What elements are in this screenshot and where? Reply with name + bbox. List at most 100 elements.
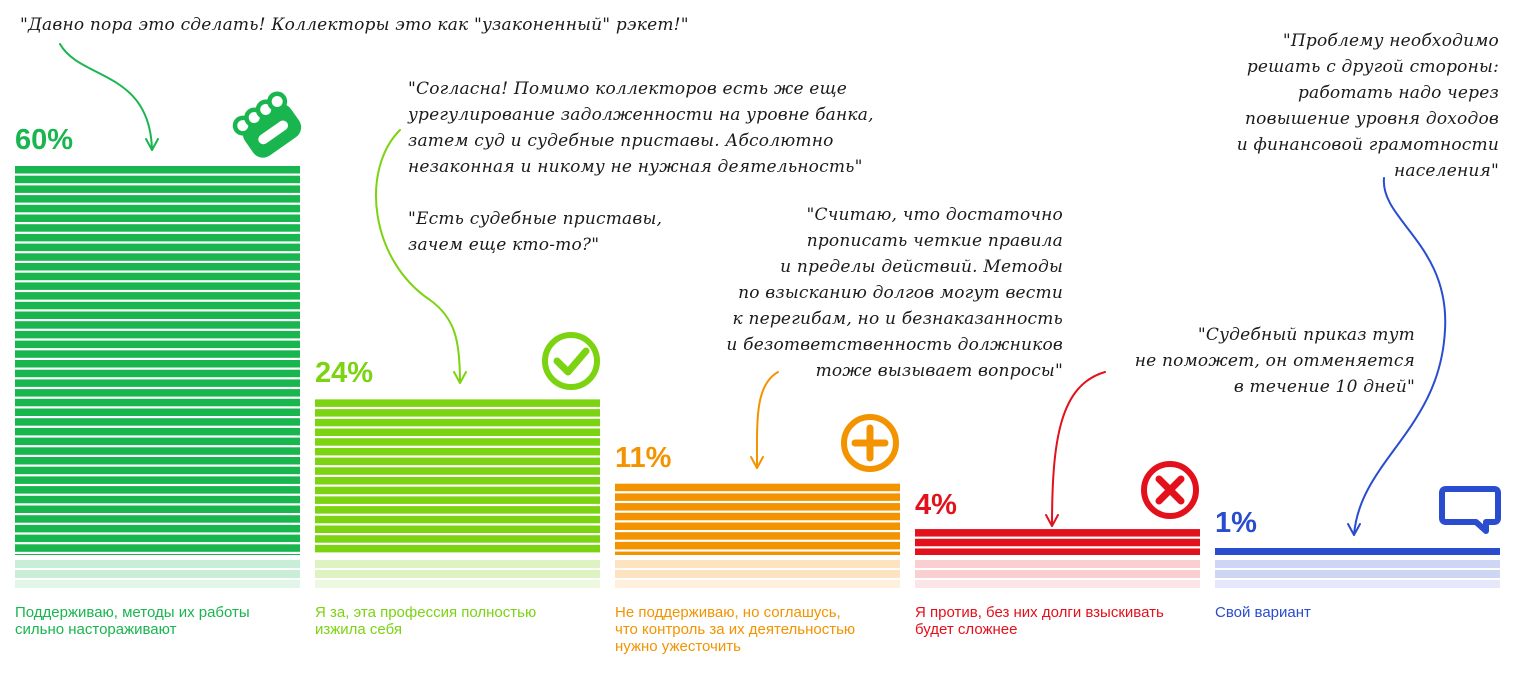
value-label-0: 60% [15, 124, 74, 156]
quote-1: "Давно пора это сделать! Коллекторы это … [20, 15, 689, 35]
value-label-3: 4% [915, 489, 957, 521]
bar-stripe [1215, 548, 1500, 555]
bar-stripe [15, 544, 300, 552]
bar-stripe [915, 529, 1200, 537]
bar-stripe [15, 515, 300, 523]
check-circle-icon [542, 332, 600, 390]
bars-layer [15, 166, 1500, 588]
bar-stripe [315, 428, 600, 436]
bar-stripe [315, 535, 600, 543]
bar-stripe [15, 263, 300, 271]
bar-reflection [315, 580, 600, 588]
bar-stripe [15, 272, 300, 281]
bar-stripe [15, 350, 300, 358]
bar-stripe [315, 467, 600, 475]
brass-knuckles-icon [232, 91, 302, 158]
bar-stripe [615, 512, 900, 521]
bar-stripe [315, 496, 600, 504]
bar-stripe [15, 505, 300, 513]
bar-stripe [15, 495, 300, 504]
bar-stripe [15, 447, 300, 455]
bar-3 [915, 529, 1200, 588]
bar-1 [315, 399, 600, 588]
bar-stripe [15, 466, 300, 475]
bar-0 [15, 166, 300, 588]
quote-6: "Проблему необходимо решать с другой сто… [1236, 31, 1499, 181]
bar-stripe [615, 503, 900, 511]
bar-stripe [315, 486, 600, 495]
bar-stripe [15, 292, 300, 300]
arrow-quote-2 [375, 129, 461, 384]
bar-reflection [615, 570, 900, 578]
quote-2: "Согласна! Помимо коллекторов есть же ещ… [408, 79, 874, 177]
bar-stripe [615, 522, 900, 530]
bar-stripe [15, 253, 300, 261]
value-label-2: 11% [615, 442, 672, 474]
bar-stripe [315, 409, 600, 417]
quote-4: "Считаю, что достаточно прописать четкие… [726, 205, 1063, 381]
bar-stripe [15, 369, 300, 378]
cross-circle-icon [1141, 461, 1199, 519]
arrow-quote-6-head [1347, 523, 1361, 536]
arrow-quote-2-head [453, 371, 467, 384]
bar-stripe [315, 438, 600, 446]
bar-stripe [15, 554, 300, 555]
bar-reflection [1215, 580, 1500, 588]
bar-reflection [315, 570, 600, 578]
bar-stripe [15, 243, 300, 252]
arrow-quote-6 [1353, 177, 1447, 536]
bar-stripe [15, 437, 300, 446]
category-label-4: Свой вариант [1215, 604, 1311, 621]
bar-reflection [1215, 570, 1500, 578]
bar-reflection [1215, 560, 1500, 568]
bar-stripe [315, 525, 600, 533]
category-label-1: Я за, эта профессия полностью изжила себ… [315, 604, 537, 638]
bar-reflection [915, 570, 1200, 578]
bar-stripe [315, 544, 600, 553]
speech-bubble-icon [1439, 486, 1501, 534]
bar-stripe [315, 457, 600, 466]
bar-stripe [15, 408, 300, 416]
arrow-quote-4-head [750, 456, 764, 469]
bar-reflection [615, 560, 900, 568]
bar-stripe [15, 379, 300, 387]
bar-reflection [15, 570, 300, 578]
value-label-4: 1% [1215, 507, 1257, 539]
bar-stripe [15, 534, 300, 543]
quote-3: "Есть судебные приставы, зачем еще кто-т… [408, 209, 663, 255]
bar-stripe [15, 311, 300, 319]
bar-stripe [315, 399, 600, 407]
bar-stripe [615, 541, 900, 550]
bar-reflection [915, 560, 1200, 568]
bar-reflection [915, 580, 1200, 588]
bar-stripe [315, 515, 600, 524]
bar-stripe [15, 486, 300, 494]
bar-reflection [615, 580, 900, 588]
bar-reflection [15, 560, 300, 568]
arrow-quote-1-head [145, 138, 159, 151]
bar-2 [615, 483, 900, 588]
bar-stripe [15, 330, 300, 339]
icons-layer [232, 91, 1501, 534]
bar-stripe [615, 551, 900, 555]
bar-stripe [15, 233, 300, 242]
category-label-3: Я против, без них долги взыскивать будет… [915, 604, 1164, 638]
arrow-quote-5-head [1045, 514, 1059, 527]
category-label-2: Не поддерживаю, но соглашусь, что контро… [615, 604, 856, 655]
bar-stripe [15, 340, 300, 349]
bar-stripe [915, 538, 1200, 547]
bar-reflection [315, 560, 600, 568]
bar-stripe [315, 506, 600, 514]
bar-stripe [15, 195, 300, 203]
bar-stripe [15, 204, 300, 213]
bar-stripe [15, 282, 300, 290]
bar-stripe [15, 427, 300, 436]
arrow-quote-5 [1051, 371, 1106, 527]
bar-stripe [15, 360, 300, 368]
bar-stripe [15, 166, 300, 174]
bar-stripe [15, 418, 300, 426]
bar-reflection [15, 580, 300, 588]
arrow-quote-4 [755, 371, 779, 469]
bar-stripe [15, 476, 300, 484]
bar-stripe [15, 321, 300, 329]
